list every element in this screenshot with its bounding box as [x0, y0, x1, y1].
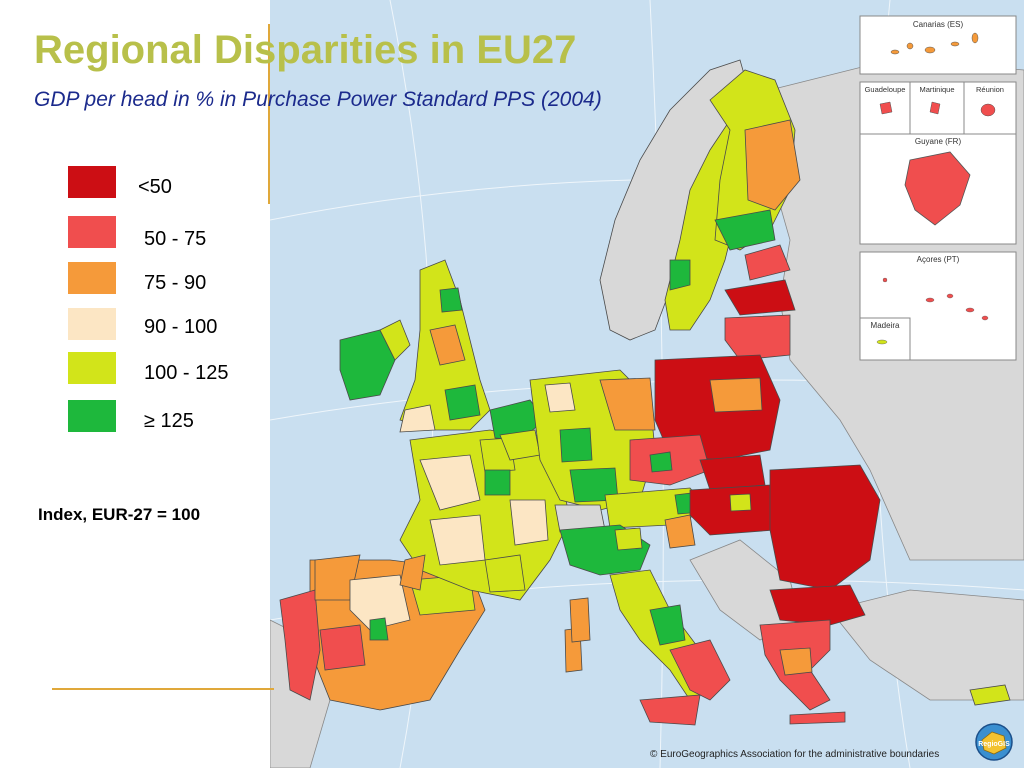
- legend-label-lt50: <50: [138, 176, 172, 198]
- copyright-notice: © EuroGeographics Association for the ad…: [650, 749, 940, 760]
- inset-label-acores: Açores (PT): [917, 255, 960, 264]
- regiogis-logo-icon: RegioGIS: [972, 722, 1016, 762]
- index-note: Index, EUR-27 = 100: [38, 505, 201, 524]
- legend-label-75-90: 75 - 90: [144, 272, 207, 294]
- inset-label-guyane: Guyane (FR): [915, 137, 962, 146]
- inset-label-reunion: Réunion: [976, 85, 1004, 94]
- inset-label-canarias: Canarias (ES): [913, 20, 964, 29]
- title: Regional Disparities in EU27: [34, 28, 577, 72]
- logo-text: RegioGIS: [978, 741, 1010, 748]
- inset-label-martinique: Martinique: [919, 85, 954, 94]
- legend-label-90-100: 90 - 100: [144, 316, 218, 338]
- inset-label-madeira: Madeira: [871, 321, 900, 330]
- inset-acores-madeira: Açores (PT) Madeira: [859, 251, 1017, 361]
- inset-dom: Guadeloupe Martinique Réunion: [859, 81, 1017, 135]
- legend-label-ge125: ≥ 125: [144, 410, 194, 432]
- legend-swatch-90-100: [68, 308, 116, 340]
- inset-canarias: Canarias (ES): [859, 15, 1017, 75]
- decorative-vertical-line: [268, 24, 270, 204]
- decorative-bottom-line: [52, 688, 274, 690]
- legend-swatch-lt50: [68, 166, 116, 198]
- legend-swatch-50-75: [68, 216, 116, 248]
- eu27-regional-map: Canarias (ES) Guadeloupe Martinique Réun…: [270, 0, 1024, 768]
- inset-label-guadeloupe: Guadeloupe: [865, 85, 906, 94]
- legend-label-50-75: 50 - 75: [144, 228, 207, 250]
- legend-swatch-ge125: [68, 400, 116, 432]
- legend-label-100-125: 100 - 125: [144, 362, 229, 384]
- subtitle: GDP per head in % in Purchase Power Stan…: [34, 88, 602, 111]
- legend-swatch-75-90: [68, 262, 116, 294]
- inset-guyane: Guyane (FR): [859, 133, 1017, 245]
- legend-swatch-100-125: [68, 352, 116, 384]
